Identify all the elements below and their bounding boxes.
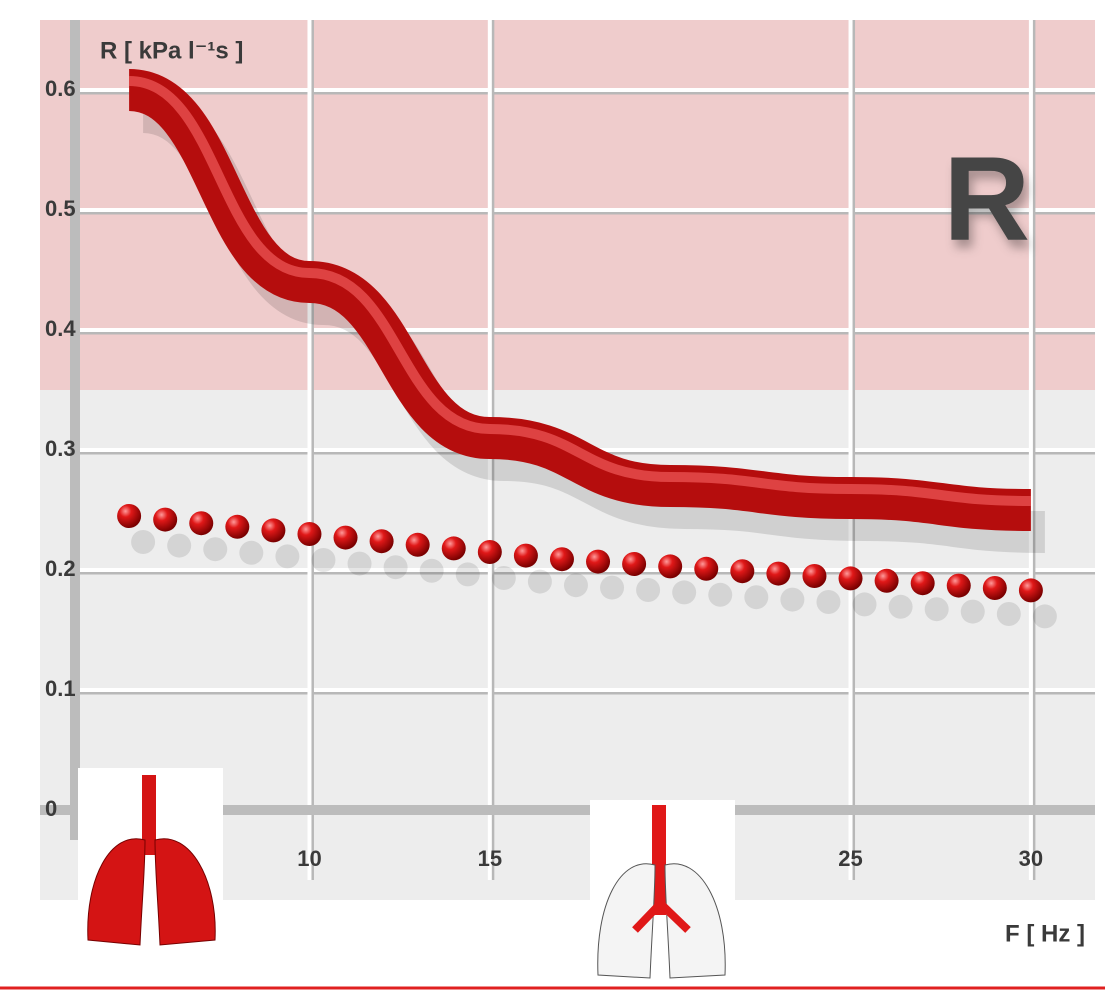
dot-shadow [239,540,264,565]
dot-shadow [203,537,228,562]
tube-highlight [128,76,1031,506]
left-lung [87,838,146,946]
dot [513,543,538,568]
dot [874,568,899,593]
dot-shadow [275,544,300,569]
dot [225,514,250,539]
dot [946,573,971,598]
dot-shadow [780,587,805,612]
tube [127,69,1031,531]
dot-shadow [491,566,516,590]
dot [586,549,611,574]
dot-shadow [960,599,985,624]
dot-shadow [563,573,588,598]
dot-shadow [672,580,697,605]
right-lung [664,863,726,979]
dot-shadow [924,597,949,622]
dot [658,554,683,579]
dot-shadow [527,569,552,594]
y-tick-label: 0.4 [45,316,76,341]
dot [117,504,142,528]
dot-shadow [744,585,769,610]
dot-shadow [311,548,336,572]
dot-shadow [996,602,1021,626]
lungs-icon [78,768,223,958]
x-tick-label: 25 [838,846,862,871]
dot [622,552,647,576]
dot [766,561,791,586]
dot [189,511,214,536]
dot-shadow [419,558,444,583]
y-tick-label: 0.1 [45,676,76,701]
dot [405,532,430,557]
dot-shadow [888,594,913,619]
dot [910,571,935,596]
dot [982,576,1007,600]
dot-shadow [383,555,408,580]
dot-shadow [636,578,661,602]
y-tick-label: 0.6 [45,76,76,101]
trachea [142,775,156,855]
annotation: R [943,132,1030,266]
bronchi [632,902,691,933]
dot-shadow [600,575,625,600]
trachea [652,805,666,915]
dot [838,566,863,591]
dot [369,529,394,554]
dot [477,540,502,564]
dot-shadow [816,590,841,614]
dot-shadow [1032,604,1057,629]
dot [802,564,827,588]
lungs-icon [590,800,735,990]
dot-shadow [167,533,192,558]
y-tick-label: 0.3 [45,436,76,461]
right-lung [154,838,216,946]
dot [297,522,322,546]
dot [694,556,719,581]
dot [730,559,755,584]
x-tick-label: 10 [297,846,321,871]
left-lung [597,863,656,979]
x-tick-label: 30 [1019,846,1043,871]
dot-shadow [131,530,156,554]
dot [333,525,358,550]
y-axis-label: R [ kPa l⁻¹s ] [100,37,243,64]
dot [549,547,574,572]
dot-shadow [455,562,480,587]
dot [153,507,178,532]
x-tick-label: 15 [478,846,502,871]
y-tick-label: 0.2 [45,556,76,581]
x-axis-label: F [ Hz ] [1005,920,1085,947]
dot [441,536,466,561]
y-tick-label: 0.5 [45,196,76,221]
dot-shadow [708,582,733,607]
plot-panel [40,20,1095,900]
dot-shadow [347,551,372,576]
dot [261,518,286,543]
marks [117,69,1057,629]
dot [1018,578,1043,603]
dot-shadow [852,592,877,617]
y-tick-label: 0 [45,796,57,821]
